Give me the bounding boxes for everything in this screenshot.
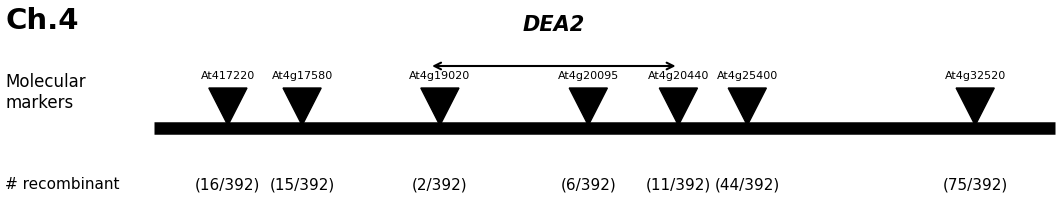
Text: DEA2: DEA2 — [523, 15, 584, 35]
Text: At4g20440: At4g20440 — [648, 72, 709, 81]
Text: (44/392): (44/392) — [714, 177, 780, 192]
Text: At4g20095: At4g20095 — [558, 72, 619, 81]
Text: # recombinant: # recombinant — [5, 177, 120, 192]
Text: (75/392): (75/392) — [942, 177, 1008, 192]
Text: (6/392): (6/392) — [561, 177, 616, 192]
Polygon shape — [956, 88, 994, 125]
Text: (11/392): (11/392) — [646, 177, 711, 192]
Text: At4g25400: At4g25400 — [717, 72, 778, 81]
Text: (15/392): (15/392) — [269, 177, 335, 192]
Text: At4g19020: At4g19020 — [409, 72, 471, 81]
Polygon shape — [569, 88, 607, 125]
Polygon shape — [659, 88, 697, 125]
Text: At417220: At417220 — [200, 72, 255, 81]
Text: Ch.4: Ch.4 — [5, 7, 78, 35]
Polygon shape — [728, 88, 766, 125]
Polygon shape — [209, 88, 247, 125]
Text: (2/392): (2/392) — [412, 177, 467, 192]
Text: (16/392): (16/392) — [195, 177, 261, 192]
Polygon shape — [421, 88, 459, 125]
Text: At4g17580: At4g17580 — [271, 72, 333, 81]
Text: At4g32520: At4g32520 — [944, 72, 1006, 81]
Polygon shape — [283, 88, 321, 125]
Text: Molecular
markers: Molecular markers — [5, 73, 86, 112]
